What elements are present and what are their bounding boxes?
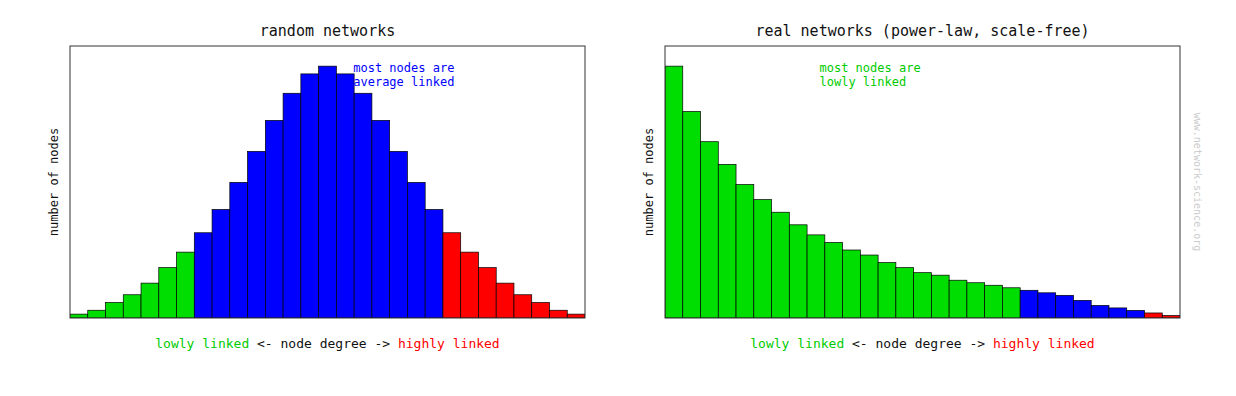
bar bbox=[141, 283, 159, 318]
bar bbox=[549, 310, 567, 318]
bar bbox=[407, 182, 425, 318]
bar bbox=[1020, 290, 1038, 318]
x-label: lowly linked <- node degree -> highly li… bbox=[750, 336, 1094, 351]
title: random networks bbox=[260, 22, 395, 40]
bar bbox=[985, 285, 1003, 318]
bar bbox=[843, 250, 861, 318]
x-label-part: highly linked bbox=[398, 336, 500, 351]
bar bbox=[123, 295, 141, 318]
bar bbox=[283, 93, 301, 318]
bar bbox=[1144, 313, 1162, 318]
bar bbox=[967, 283, 985, 318]
x-label-part: <- node degree -> bbox=[249, 336, 398, 351]
bar bbox=[461, 252, 479, 318]
bar bbox=[496, 283, 514, 318]
bars bbox=[70, 66, 585, 318]
bar bbox=[88, 310, 106, 318]
y-label: number of nodes bbox=[47, 128, 61, 236]
bar bbox=[70, 314, 88, 318]
bar bbox=[896, 268, 914, 318]
bar bbox=[825, 242, 843, 318]
bar bbox=[1002, 288, 1020, 318]
bar bbox=[514, 295, 532, 318]
bar bbox=[106, 303, 124, 318]
bar bbox=[443, 233, 461, 318]
panel: random networks number of nodes lowly link… bbox=[47, 22, 585, 351]
x-label-part: highly linked bbox=[993, 336, 1095, 351]
plot-frame bbox=[70, 46, 585, 318]
bar bbox=[772, 212, 790, 318]
annotation: most nodes arelowly linked bbox=[820, 61, 921, 89]
bar bbox=[532, 303, 550, 318]
bar bbox=[1056, 295, 1074, 318]
bar bbox=[390, 151, 408, 318]
bar bbox=[949, 280, 967, 318]
bar bbox=[914, 273, 932, 318]
bar bbox=[372, 120, 390, 318]
bar bbox=[265, 120, 283, 318]
bar bbox=[878, 263, 896, 318]
bar bbox=[931, 275, 949, 318]
bar bbox=[425, 210, 443, 318]
bar bbox=[301, 74, 319, 318]
bar bbox=[1038, 293, 1056, 318]
watermark: www.network-science.org bbox=[1192, 113, 1203, 251]
bar bbox=[860, 255, 878, 318]
bar bbox=[177, 252, 195, 318]
title: real networks (power-law, scale-free) bbox=[755, 22, 1089, 40]
bars bbox=[665, 66, 1180, 318]
bar bbox=[701, 142, 719, 318]
bar bbox=[319, 66, 337, 318]
bar bbox=[354, 93, 372, 318]
bar bbox=[1109, 308, 1127, 318]
x-label: lowly linked <- node degree -> highly li… bbox=[155, 336, 499, 351]
bar bbox=[807, 235, 825, 318]
figure: random networks number of nodes lowly link… bbox=[0, 0, 1236, 396]
bar bbox=[736, 185, 754, 318]
bar bbox=[212, 210, 230, 318]
panel: real networks (power-law, scale-free) num… bbox=[642, 22, 1203, 351]
bar bbox=[665, 66, 683, 318]
bar bbox=[718, 164, 736, 318]
bar bbox=[336, 74, 354, 318]
annotation: most nodes areaverage linked bbox=[353, 61, 454, 89]
bar bbox=[683, 111, 701, 318]
bar bbox=[1073, 300, 1091, 318]
x-label-part: lowly linked bbox=[155, 336, 249, 351]
x-label-part: <- node degree -> bbox=[844, 336, 993, 351]
bar bbox=[1091, 305, 1109, 318]
bar bbox=[159, 268, 177, 318]
plot-frame bbox=[665, 46, 1180, 318]
bar bbox=[789, 225, 807, 318]
bar bbox=[478, 268, 496, 318]
bar bbox=[248, 151, 266, 318]
bar bbox=[754, 200, 772, 318]
bar bbox=[230, 182, 248, 318]
background bbox=[0, 0, 1236, 396]
y-label: number of nodes bbox=[642, 128, 656, 236]
bar bbox=[194, 233, 212, 318]
bar bbox=[567, 314, 585, 318]
x-label-part: lowly linked bbox=[750, 336, 844, 351]
bar bbox=[1127, 310, 1145, 318]
